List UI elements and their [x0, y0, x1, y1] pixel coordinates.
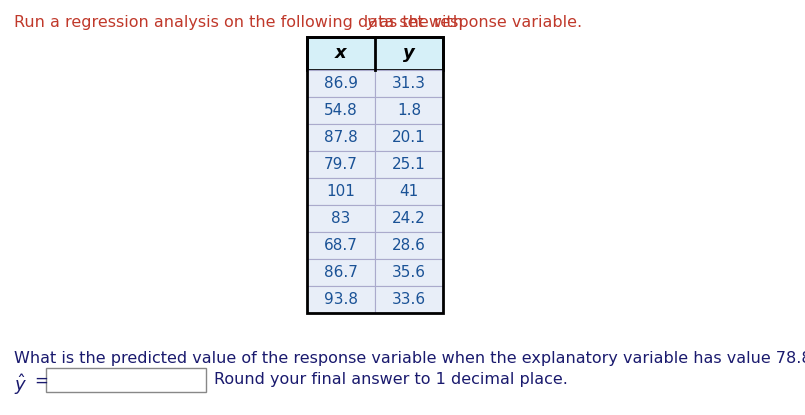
Text: 31.3: 31.3 — [392, 76, 426, 91]
FancyBboxPatch shape — [375, 286, 443, 313]
Text: 33.6: 33.6 — [392, 292, 426, 307]
Text: 41: 41 — [399, 184, 419, 199]
Text: 87.8: 87.8 — [324, 130, 358, 145]
Text: 54.8: 54.8 — [324, 103, 358, 118]
Text: x: x — [335, 44, 347, 63]
FancyBboxPatch shape — [307, 178, 375, 205]
Text: Run a regression analysis on the following data set with: Run a regression analysis on the followi… — [14, 15, 469, 30]
Text: 101: 101 — [327, 184, 356, 199]
Text: y: y — [366, 15, 375, 30]
Text: $\hat{y}$: $\hat{y}$ — [14, 372, 27, 397]
FancyBboxPatch shape — [307, 37, 443, 70]
FancyBboxPatch shape — [375, 97, 443, 124]
FancyBboxPatch shape — [375, 178, 443, 205]
Text: y: y — [403, 44, 415, 63]
FancyBboxPatch shape — [375, 205, 443, 232]
Text: Round your final answer to 1 decimal place.: Round your final answer to 1 decimal pla… — [214, 372, 568, 387]
Text: 86.9: 86.9 — [324, 76, 358, 91]
FancyBboxPatch shape — [307, 232, 375, 259]
Text: What is the predicted value of the response variable when the explanatory variab: What is the predicted value of the respo… — [14, 351, 805, 366]
Text: 1.8: 1.8 — [397, 103, 421, 118]
FancyBboxPatch shape — [307, 286, 375, 313]
FancyBboxPatch shape — [375, 70, 443, 97]
FancyBboxPatch shape — [307, 124, 375, 151]
FancyBboxPatch shape — [307, 151, 375, 178]
FancyBboxPatch shape — [375, 259, 443, 286]
Text: 79.7: 79.7 — [324, 157, 358, 172]
Text: 68.7: 68.7 — [324, 238, 358, 253]
FancyBboxPatch shape — [307, 205, 375, 232]
FancyBboxPatch shape — [375, 124, 443, 151]
Text: 35.6: 35.6 — [392, 265, 426, 280]
Text: 20.1: 20.1 — [392, 130, 426, 145]
Text: 86.7: 86.7 — [324, 265, 358, 280]
Text: 83: 83 — [332, 211, 351, 226]
FancyBboxPatch shape — [307, 97, 375, 124]
FancyBboxPatch shape — [375, 232, 443, 259]
FancyBboxPatch shape — [46, 368, 206, 392]
Text: 24.2: 24.2 — [392, 211, 426, 226]
Text: 25.1: 25.1 — [392, 157, 426, 172]
Text: 28.6: 28.6 — [392, 238, 426, 253]
Text: as the response variable.: as the response variable. — [374, 15, 582, 30]
Text: =: = — [34, 372, 47, 390]
Text: 93.8: 93.8 — [324, 292, 358, 307]
FancyBboxPatch shape — [307, 70, 375, 97]
FancyBboxPatch shape — [307, 259, 375, 286]
FancyBboxPatch shape — [375, 151, 443, 178]
